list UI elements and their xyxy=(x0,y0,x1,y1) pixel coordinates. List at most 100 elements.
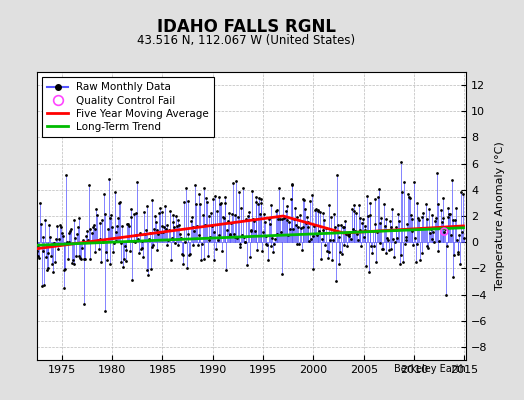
Point xyxy=(376,240,385,246)
Point xyxy=(340,242,348,249)
Point xyxy=(364,213,372,219)
Point xyxy=(370,221,379,227)
Point xyxy=(128,277,136,283)
Point xyxy=(98,217,106,224)
Point xyxy=(189,224,197,230)
Point xyxy=(357,242,365,249)
Y-axis label: Temperature Anomaly (°C): Temperature Anomaly (°C) xyxy=(495,142,505,290)
Point xyxy=(380,200,388,207)
Point xyxy=(193,223,201,229)
Point xyxy=(206,234,214,240)
Point xyxy=(38,248,47,254)
Point xyxy=(432,215,440,221)
Point xyxy=(134,236,143,242)
Point xyxy=(302,214,311,220)
Point xyxy=(323,248,331,254)
Point xyxy=(402,234,411,240)
Point xyxy=(47,253,55,259)
Point xyxy=(307,236,315,242)
Point xyxy=(197,257,205,264)
Point xyxy=(355,214,364,221)
Point xyxy=(341,217,350,224)
Point xyxy=(108,224,116,230)
Point xyxy=(253,247,261,254)
Point xyxy=(219,214,227,220)
Point xyxy=(213,208,221,214)
Point xyxy=(372,196,380,202)
Point xyxy=(263,242,271,248)
Point xyxy=(283,203,291,209)
Point xyxy=(235,241,244,247)
Point xyxy=(126,206,135,212)
Point xyxy=(340,224,348,230)
Point xyxy=(143,266,151,273)
Point xyxy=(223,227,231,234)
Point xyxy=(237,205,245,212)
Point xyxy=(449,217,457,224)
Point xyxy=(37,221,45,227)
Point xyxy=(398,189,407,196)
Point xyxy=(414,215,422,222)
Point xyxy=(88,230,96,236)
Point xyxy=(209,196,217,202)
Point xyxy=(387,246,396,252)
Point xyxy=(220,200,228,206)
Point xyxy=(245,254,254,260)
Point xyxy=(292,241,301,247)
Point xyxy=(170,224,178,230)
Point xyxy=(281,214,289,221)
Point xyxy=(366,212,375,218)
Point xyxy=(347,236,355,242)
Point xyxy=(168,219,177,226)
Point xyxy=(34,242,42,248)
Point xyxy=(386,218,394,224)
Point xyxy=(55,236,63,243)
Point xyxy=(320,216,329,223)
Point xyxy=(102,248,111,255)
Point xyxy=(230,231,238,237)
Point xyxy=(161,202,169,209)
Point xyxy=(384,237,392,244)
Point xyxy=(201,221,210,228)
Point xyxy=(319,209,327,216)
Point xyxy=(143,202,151,209)
Point xyxy=(457,228,466,235)
Text: 43.516 N, 112.067 W (United States): 43.516 N, 112.067 W (United States) xyxy=(137,34,355,47)
Point xyxy=(376,220,384,226)
Point xyxy=(97,259,105,265)
Point xyxy=(300,197,308,203)
Point xyxy=(418,250,427,256)
Point xyxy=(278,216,287,222)
Point xyxy=(70,261,79,268)
Point xyxy=(430,239,439,245)
Point xyxy=(264,257,272,263)
Point xyxy=(245,209,253,216)
Point xyxy=(324,249,333,256)
Legend: Raw Monthly Data, Quality Control Fail, Five Year Moving Average, Long-Term Tren: Raw Monthly Data, Quality Control Fail, … xyxy=(42,77,214,137)
Point xyxy=(133,179,141,186)
Point xyxy=(86,256,94,262)
Point xyxy=(277,229,285,236)
Point xyxy=(140,209,148,216)
Point xyxy=(192,200,200,207)
Point xyxy=(217,200,225,206)
Point xyxy=(202,195,210,202)
Point xyxy=(290,216,298,223)
Point xyxy=(334,261,343,267)
Point xyxy=(36,200,44,206)
Point xyxy=(77,256,85,262)
Point xyxy=(297,224,305,231)
Point xyxy=(309,233,318,239)
Point xyxy=(330,211,338,217)
Point xyxy=(390,254,398,260)
Point xyxy=(411,235,419,242)
Point xyxy=(408,228,417,235)
Point xyxy=(221,194,230,200)
Point xyxy=(447,176,456,183)
Point xyxy=(381,216,390,222)
Point xyxy=(105,261,114,268)
Point xyxy=(178,252,187,258)
Point xyxy=(67,226,75,233)
Point xyxy=(135,250,143,256)
Point xyxy=(167,256,175,263)
